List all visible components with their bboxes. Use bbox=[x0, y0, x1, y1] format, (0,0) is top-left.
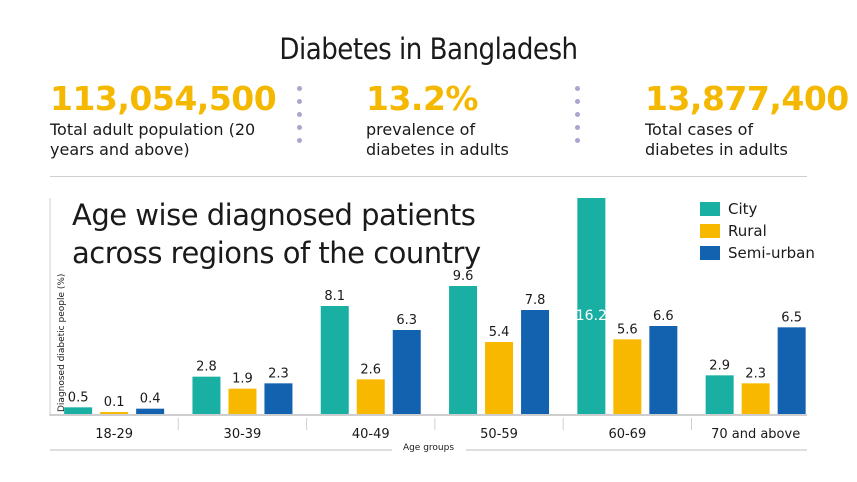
bar-rural-40-49 bbox=[356, 379, 385, 414]
stat-value: 113,054,500 bbox=[50, 79, 277, 118]
bar-value-label: 2.3 bbox=[268, 366, 289, 381]
legend-item-semi-urban: Semi-urban bbox=[700, 242, 815, 264]
bar-city-50-59 bbox=[449, 286, 478, 414]
bar-value-label: 5.4 bbox=[489, 325, 510, 340]
bar-value-label: 2.9 bbox=[709, 358, 730, 373]
bar-value-label: 2.3 bbox=[745, 366, 766, 381]
legend-swatch-city bbox=[700, 202, 720, 216]
legend-label: City bbox=[728, 200, 758, 218]
stat-diabetes-cases: 13,877,400 Total cases of diabetes in ad… bbox=[645, 79, 849, 160]
legend-swatch-rural bbox=[700, 224, 720, 238]
bar-semi-urban-70-and-above bbox=[777, 327, 806, 414]
bar-rural-50-59 bbox=[485, 342, 514, 414]
bar-value-label: 16.2 bbox=[576, 308, 607, 324]
x-tick-label: 60-69 bbox=[608, 427, 646, 442]
bar-semi-urban-60-69 bbox=[649, 326, 678, 414]
legend-item-city: City bbox=[700, 198, 815, 220]
bar-semi-urban-50-59 bbox=[521, 310, 550, 414]
y-axis-label: Diagnosed diabetic people (%) bbox=[57, 273, 67, 412]
page-title: Diabetes in Bangladesh bbox=[279, 32, 578, 66]
legend-swatch-semi-urban bbox=[700, 246, 720, 260]
bar-value-label: 2.6 bbox=[360, 362, 381, 377]
bar-value-label: 5.6 bbox=[617, 322, 638, 337]
x-tick-label: 50-59 bbox=[480, 427, 518, 442]
stat-value: 13.2% bbox=[366, 79, 479, 118]
bar-value-label: 6.3 bbox=[396, 313, 417, 328]
section-divider bbox=[50, 176, 807, 177]
x-tick-label: 18-29 bbox=[95, 427, 133, 442]
bar-rural-30-39 bbox=[228, 388, 257, 414]
stat-description: prevalence of diabetes in adults bbox=[366, 120, 509, 159]
chart-title: Age wise diagnosed patients across regio… bbox=[72, 198, 481, 270]
stat-adult-population: 113,054,500 Total adult population (20 y… bbox=[50, 82, 285, 160]
bar-semi-urban-18-29 bbox=[136, 408, 165, 414]
bar-city-18-29 bbox=[64, 407, 93, 414]
bar-city-60-69 bbox=[577, 198, 606, 414]
x-tick-label: 30-39 bbox=[224, 427, 262, 442]
legend-label: Semi-urban bbox=[728, 244, 815, 262]
stat-description: Total cases of diabetes in adults bbox=[645, 120, 788, 159]
x-tick-label: 40-49 bbox=[352, 427, 390, 442]
bar-rural-70-and-above bbox=[741, 383, 770, 414]
stat-value: 13,877,400 bbox=[645, 79, 849, 118]
bar-value-label: 0.1 bbox=[104, 395, 125, 410]
bar-value-label: 0.5 bbox=[68, 390, 89, 405]
bar-value-label: 9.6 bbox=[453, 269, 474, 284]
x-tick-label: 70 and above bbox=[711, 427, 800, 442]
bar-value-label: 2.8 bbox=[196, 360, 217, 375]
divider-dots bbox=[575, 86, 581, 151]
legend-label: Rural bbox=[728, 222, 767, 240]
bar-semi-urban-30-39 bbox=[264, 383, 293, 414]
bar-value-label: 7.8 bbox=[525, 293, 546, 308]
bar-city-40-49 bbox=[320, 306, 349, 414]
bar-value-label: 1.9 bbox=[232, 372, 253, 387]
bar-value-label: 6.5 bbox=[781, 310, 802, 325]
chart-legend: City Rural Semi-urban bbox=[700, 198, 815, 264]
stat-prevalence: 13.2% prevalence of diabetes in adults bbox=[366, 82, 546, 160]
divider-dots bbox=[297, 86, 303, 151]
bar-semi-urban-40-49 bbox=[392, 330, 421, 414]
bar-rural-60-69 bbox=[613, 339, 642, 414]
bar-city-30-39 bbox=[192, 376, 221, 414]
bar-value-label: 6.6 bbox=[653, 309, 674, 324]
bar-rural-18-29 bbox=[100, 412, 129, 414]
x-axis-label: Age groups bbox=[402, 443, 455, 453]
bar-value-label: 8.1 bbox=[324, 289, 345, 304]
stat-description: Total adult population (20 years and abo… bbox=[50, 120, 256, 159]
bar-value-label: 0.4 bbox=[140, 392, 161, 407]
bar-city-70-and-above bbox=[705, 375, 734, 414]
legend-item-rural: Rural bbox=[700, 220, 815, 242]
